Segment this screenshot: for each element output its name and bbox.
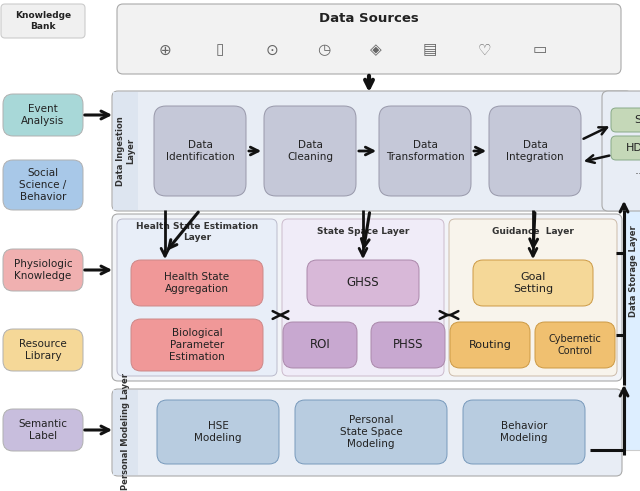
Text: Personal Modeling Layer: Personal Modeling Layer (122, 374, 131, 491)
FancyBboxPatch shape (112, 389, 622, 476)
FancyBboxPatch shape (3, 160, 83, 210)
Text: Routing: Routing (468, 340, 511, 350)
Text: Resource
Library: Resource Library (19, 339, 67, 361)
FancyBboxPatch shape (307, 260, 419, 306)
Text: Event
Analysis: Event Analysis (21, 104, 65, 126)
FancyBboxPatch shape (1, 4, 85, 38)
Text: HSE
Modeling: HSE Modeling (195, 421, 242, 443)
Text: ▯: ▯ (216, 43, 224, 57)
Text: Data Ingestion
Layer: Data Ingestion Layer (116, 116, 136, 186)
Text: GHSS: GHSS (347, 276, 380, 290)
Text: Health State
Aggregation: Health State Aggregation (164, 272, 230, 294)
Text: State Space Layer: State Space Layer (317, 227, 409, 237)
Text: Behavior
Modeling: Behavior Modeling (500, 421, 548, 443)
FancyBboxPatch shape (157, 400, 279, 464)
Text: Guidance  Layer: Guidance Layer (492, 227, 574, 237)
FancyBboxPatch shape (154, 106, 246, 196)
Text: Data
Identification: Data Identification (166, 140, 234, 162)
FancyBboxPatch shape (282, 219, 444, 376)
Text: Personal
State Space
Modeling: Personal State Space Modeling (340, 415, 403, 449)
FancyBboxPatch shape (117, 4, 621, 74)
FancyBboxPatch shape (113, 390, 138, 475)
Text: ◷: ◷ (317, 43, 331, 57)
FancyBboxPatch shape (449, 219, 617, 376)
Text: Social
Science /
Behavior: Social Science / Behavior (19, 168, 67, 202)
Text: Data
Integration: Data Integration (506, 140, 564, 162)
FancyBboxPatch shape (283, 322, 357, 368)
FancyBboxPatch shape (602, 91, 640, 211)
Text: Goal
Setting: Goal Setting (513, 272, 553, 294)
Text: PHSS: PHSS (393, 338, 423, 352)
FancyBboxPatch shape (3, 409, 83, 451)
FancyBboxPatch shape (473, 260, 593, 306)
Text: Semantic
Label: Semantic Label (19, 419, 67, 441)
FancyBboxPatch shape (535, 322, 615, 368)
FancyBboxPatch shape (379, 106, 471, 196)
FancyBboxPatch shape (371, 322, 445, 368)
Text: Biological
Parameter
Estimation: Biological Parameter Estimation (169, 328, 225, 361)
FancyBboxPatch shape (3, 94, 83, 136)
Text: Data Storage Layer: Data Storage Layer (630, 225, 639, 317)
FancyBboxPatch shape (112, 214, 622, 381)
FancyBboxPatch shape (131, 319, 263, 371)
Text: Knowledge
Bank: Knowledge Bank (15, 11, 71, 31)
FancyBboxPatch shape (450, 322, 530, 368)
Text: ◈: ◈ (370, 43, 382, 57)
FancyBboxPatch shape (625, 92, 640, 450)
Text: ...: ... (635, 164, 640, 176)
Text: ⊕: ⊕ (159, 43, 172, 57)
FancyBboxPatch shape (112, 91, 632, 211)
FancyBboxPatch shape (295, 400, 447, 464)
Text: Data
Cleaning: Data Cleaning (287, 140, 333, 162)
FancyBboxPatch shape (131, 260, 263, 306)
FancyBboxPatch shape (489, 106, 581, 196)
Text: S3: S3 (634, 115, 640, 125)
FancyBboxPatch shape (3, 249, 83, 291)
Text: Health State Estimation
Layer: Health State Estimation Layer (136, 222, 258, 242)
FancyBboxPatch shape (3, 329, 83, 371)
Text: Cybernetic
Control: Cybernetic Control (548, 334, 602, 356)
Text: HDFS: HDFS (626, 143, 640, 153)
Text: ▤: ▤ (423, 43, 437, 57)
Text: ⊙: ⊙ (266, 43, 278, 57)
FancyBboxPatch shape (264, 106, 356, 196)
FancyBboxPatch shape (611, 136, 640, 160)
FancyBboxPatch shape (463, 400, 585, 464)
Text: ▭: ▭ (533, 43, 547, 57)
FancyBboxPatch shape (117, 219, 277, 376)
FancyBboxPatch shape (113, 92, 138, 210)
Text: ♡: ♡ (477, 43, 491, 57)
Text: Data Sources: Data Sources (319, 11, 419, 25)
Text: ROI: ROI (310, 338, 330, 352)
Text: Physiologic
Knowledge: Physiologic Knowledge (13, 259, 72, 281)
FancyBboxPatch shape (611, 108, 640, 132)
Text: Data
Transformation: Data Transformation (386, 140, 464, 162)
